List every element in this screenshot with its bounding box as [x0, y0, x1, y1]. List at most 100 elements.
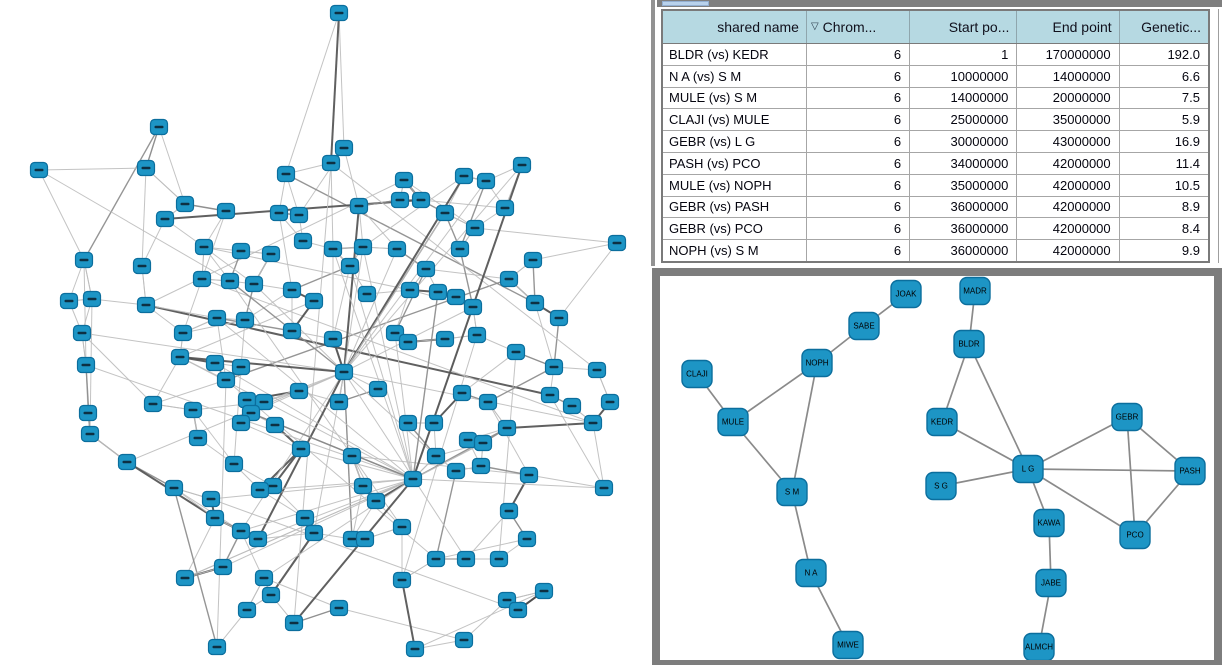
network-node[interactable] [175, 195, 195, 213]
network-node[interactable] [353, 238, 373, 256]
network-node-claji[interactable]: CLAJI [681, 359, 713, 389]
network-node-kedr[interactable]: KEDR [926, 407, 958, 437]
network-node[interactable] [231, 414, 251, 432]
network-node[interactable] [594, 479, 614, 497]
network-node[interactable] [342, 447, 362, 465]
network-node[interactable] [428, 283, 448, 301]
network-node[interactable] [523, 251, 543, 269]
network-node[interactable] [231, 358, 251, 376]
network-node[interactable] [207, 638, 227, 656]
network-node[interactable] [368, 380, 388, 398]
network-node[interactable] [424, 414, 444, 432]
column-header-start-point[interactable]: Start po... [910, 11, 1018, 43]
network-node[interactable] [291, 440, 311, 458]
network-node[interactable] [254, 393, 274, 411]
network-node[interactable] [562, 397, 582, 415]
network-node[interactable] [398, 414, 418, 432]
table-row[interactable]: N A (vs) S M 6 10000000 14000000 6.6 [663, 65, 1208, 88]
network-node[interactable] [164, 479, 184, 497]
table-row[interactable]: NOPH (vs) S M 6 36000000 42000000 9.9 [663, 240, 1208, 261]
network-node[interactable] [293, 232, 313, 250]
network-node[interactable] [289, 206, 309, 224]
network-node-pco[interactable]: PCO [1119, 520, 1151, 550]
network-node[interactable] [519, 466, 539, 484]
network-node[interactable] [452, 384, 472, 402]
network-node[interactable] [216, 371, 236, 389]
network-node[interactable] [136, 159, 156, 177]
network-node[interactable] [194, 238, 214, 256]
network-node[interactable] [473, 434, 493, 452]
network-node[interactable] [188, 429, 208, 447]
network-node[interactable] [29, 161, 49, 179]
network-node-kawa[interactable]: KAWA [1033, 508, 1065, 538]
network-node[interactable] [82, 290, 102, 308]
network-node[interactable] [517, 530, 537, 548]
network-node[interactable] [329, 599, 349, 617]
network-node[interactable] [235, 311, 255, 329]
network-node[interactable] [224, 455, 244, 473]
network-node[interactable] [329, 4, 349, 22]
network-node[interactable] [72, 324, 92, 342]
network-node[interactable] [175, 569, 195, 587]
network-node[interactable] [261, 245, 281, 263]
network-node[interactable] [471, 457, 491, 475]
table-horizontal-scrollbar[interactable] [657, 0, 1222, 7]
network-node[interactable] [454, 167, 474, 185]
network-node[interactable] [295, 509, 315, 527]
network-node-s-g[interactable]: S G [925, 471, 957, 501]
network-node[interactable] [329, 393, 349, 411]
network-node[interactable] [411, 191, 431, 209]
network-node[interactable] [59, 292, 79, 310]
network-node[interactable] [392, 571, 412, 589]
network-node[interactable] [366, 492, 386, 510]
network-node[interactable] [282, 281, 302, 299]
table-row[interactable]: MULE (vs) S M 6 14000000 20000000 7.5 [663, 87, 1208, 110]
network-node[interactable] [220, 272, 240, 290]
network-node[interactable] [583, 414, 603, 432]
network-node[interactable] [435, 330, 455, 348]
network-node[interactable] [276, 165, 296, 183]
network-node[interactable] [525, 294, 545, 312]
network-node[interactable] [323, 330, 343, 348]
network-node[interactable] [465, 219, 485, 237]
network-node[interactable] [304, 524, 324, 542]
network-node[interactable] [205, 509, 225, 527]
scrollbar-thumb[interactable] [662, 1, 709, 6]
network-node[interactable] [600, 393, 620, 411]
network-node[interactable] [248, 530, 268, 548]
table-row[interactable]: PASH (vs) PCO 6 34000000 42000000 11.4 [663, 152, 1208, 175]
network-node[interactable] [387, 240, 407, 258]
network-node[interactable] [183, 401, 203, 419]
network-node-noph[interactable]: NOPH [801, 348, 833, 378]
main-network-panel[interactable] [0, 0, 652, 669]
network-node[interactable] [323, 240, 343, 258]
network-node[interactable] [334, 363, 354, 381]
network-node[interactable] [458, 431, 478, 449]
network-node[interactable] [463, 298, 483, 316]
network-node[interactable] [149, 118, 169, 136]
network-node[interactable] [456, 550, 476, 568]
network-node[interactable] [454, 631, 474, 649]
main-network-canvas[interactable] [0, 0, 652, 669]
network-node[interactable] [244, 275, 264, 293]
network-node[interactable] [499, 270, 519, 288]
network-node[interactable] [497, 419, 517, 437]
network-node[interactable] [231, 522, 251, 540]
network-node-mule[interactable]: MULE [717, 407, 749, 437]
network-node[interactable] [173, 324, 193, 342]
network-node[interactable] [446, 462, 466, 480]
network-node[interactable] [355, 530, 375, 548]
network-node-l-g[interactable]: L G [1012, 454, 1044, 484]
network-node[interactable] [76, 356, 96, 374]
network-node-joak[interactable]: JOAK [890, 279, 922, 309]
network-node[interactable] [340, 257, 360, 275]
network-node[interactable] [426, 550, 446, 568]
network-node-miwe[interactable]: MIWE [832, 630, 864, 660]
network-node[interactable] [467, 326, 487, 344]
network-node[interactable] [207, 309, 227, 327]
network-node[interactable] [392, 518, 412, 536]
network-node[interactable] [394, 171, 414, 189]
network-node[interactable] [143, 395, 163, 413]
column-header-shared-name[interactable]: shared name [663, 11, 807, 43]
column-header-end-point[interactable]: End point [1017, 11, 1120, 43]
